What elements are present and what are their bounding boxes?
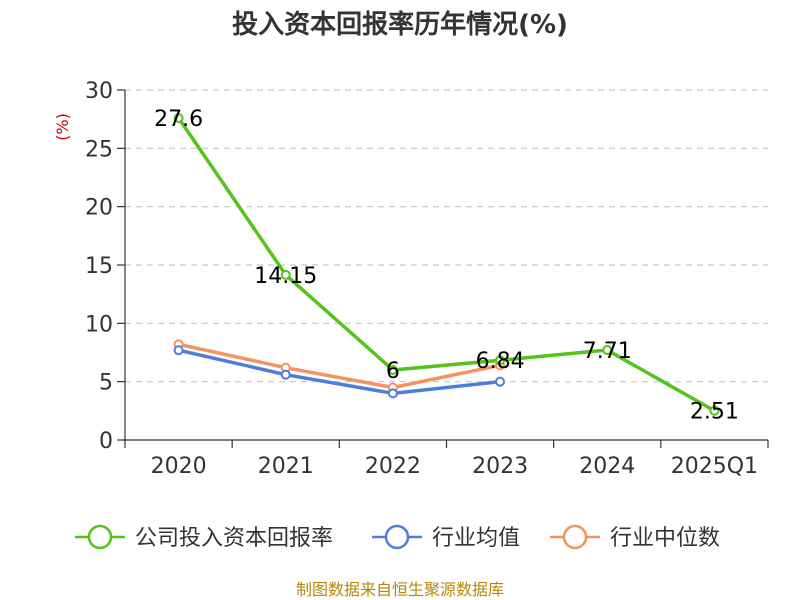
data-point	[387, 388, 398, 399]
data-labels: 27.6 14.15 6 6.84 7.71 2.51	[154, 107, 739, 425]
legend-marker	[384, 524, 410, 550]
legend-marker	[87, 524, 113, 550]
series-group	[173, 113, 720, 416]
y-tick-label: 0	[99, 429, 113, 454]
y-tick-label: 5	[99, 371, 113, 396]
data-label: 6	[386, 359, 400, 384]
y-axis-unit: (%)	[53, 113, 72, 141]
data-point	[709, 405, 720, 416]
y-tick-labels: 0 5 10 15 20 25 30	[85, 79, 113, 454]
x-tick-label: 2025Q1	[671, 454, 758, 479]
series-line	[177, 117, 716, 413]
y-tick-label: 15	[85, 254, 113, 279]
data-point	[387, 365, 398, 375]
x-tick-label: 2020	[151, 454, 207, 479]
data-label: 14.15	[254, 264, 317, 289]
data-point	[495, 355, 506, 366]
data-label: 2.51	[690, 400, 739, 425]
data-point	[495, 376, 506, 387]
legend-marker	[562, 524, 588, 550]
legend-label: 行业中位数	[610, 526, 720, 551]
source-note: 制图数据来自恒生聚源数据库	[296, 580, 504, 599]
data-point	[602, 345, 613, 356]
grid-lines	[125, 89, 768, 383]
legend: 公司投入资本回报率 行业均值 行业中位数	[75, 524, 720, 551]
data-point	[280, 369, 291, 380]
x-tick-label: 2022	[365, 454, 421, 479]
y-tick-label: 25	[85, 137, 113, 162]
legend-label: 公司投入资本回报率	[135, 526, 333, 551]
data-label: 7.71	[583, 339, 632, 364]
axes	[117, 89, 769, 448]
y-tick-label: 20	[85, 196, 113, 221]
data-point	[280, 269, 291, 280]
data-label: 27.6	[154, 107, 203, 132]
x-tick-label: 2024	[579, 454, 635, 479]
x-tick-label: 2021	[258, 454, 314, 479]
data-point	[173, 345, 184, 356]
x-tick-label: 2023	[472, 454, 528, 479]
y-tick-label: 30	[85, 79, 113, 104]
chart-title: 投入资本回报率历年情况(%)	[232, 9, 568, 40]
series-line	[178, 342, 501, 390]
x-tick-labels: 2020 2021 2022 2023 2024 2025Q1	[151, 454, 758, 479]
series-line	[178, 348, 501, 396]
data-point	[173, 113, 184, 123]
legend-label: 行业均值	[432, 526, 520, 551]
data-label: 6.84	[476, 349, 525, 374]
y-tick-label: 10	[85, 312, 113, 337]
